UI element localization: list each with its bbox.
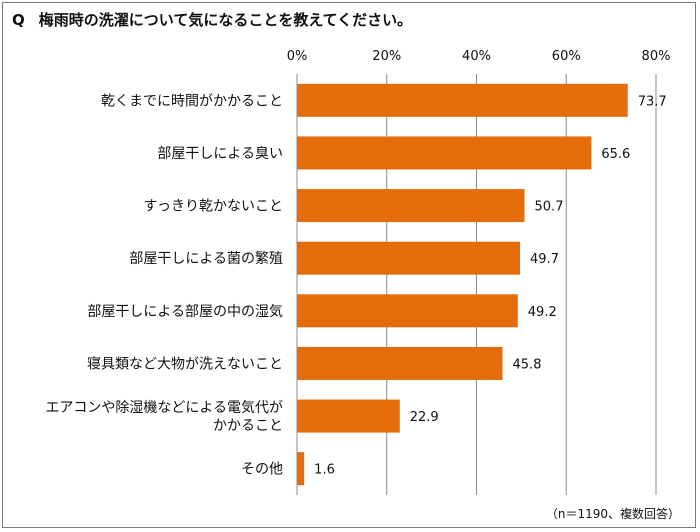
bar-1	[297, 136, 592, 170]
bar-5	[297, 346, 503, 380]
chart-title: Q 梅雨時の洗濯について気になることを教えてください。	[12, 9, 412, 30]
x-tick-label-2: 40%	[462, 49, 491, 64]
x-tick-label-3: 60%	[552, 49, 581, 64]
data-label-0: 73.7	[638, 94, 667, 109]
data-label-4: 49.2	[528, 305, 557, 320]
data-label-2: 50.7	[535, 200, 564, 215]
data-label-7: 1.6	[314, 463, 335, 478]
category-label-6-line-0: エアコンや除湿機などによる電気代が	[45, 400, 283, 416]
bar-0	[297, 83, 628, 117]
category-label-4: 部屋干しによる部屋の中の湿気	[87, 304, 283, 320]
data-label-5: 45.8	[513, 357, 542, 372]
question-prefix: Q	[12, 11, 25, 29]
bar-7	[297, 452, 305, 486]
category-label-2: すっきり乾かないこと	[144, 199, 283, 215]
category-label-0: 乾くまでに時間がかかること	[101, 93, 283, 109]
category-label-1: 部屋干しによる臭い	[157, 146, 283, 162]
x-tick-label-0: 0%	[287, 49, 308, 64]
x-tick-label-4: 80%	[642, 49, 671, 64]
data-label-3: 49.7	[530, 252, 559, 267]
category-label-3: 部屋干しによる菌の繁殖	[129, 250, 283, 267]
data-label-6: 22.9	[410, 410, 439, 425]
category-label-7: その他	[241, 462, 283, 478]
bar-3	[297, 241, 521, 275]
bar-4	[297, 294, 518, 328]
question-text: 梅雨時の洗濯について気になることを教えてください。	[38, 11, 413, 29]
x-tick-label-1: 20%	[372, 49, 401, 64]
bar-2	[297, 189, 525, 223]
bar-6	[297, 399, 400, 433]
data-label-1: 65.6	[601, 147, 630, 162]
category-label-6-line-1: かかること	[213, 418, 283, 434]
sample-note: （n＝1190、複数回答）	[545, 507, 680, 521]
category-label-5: 寝具類など大物が洗えないこと	[87, 355, 283, 372]
